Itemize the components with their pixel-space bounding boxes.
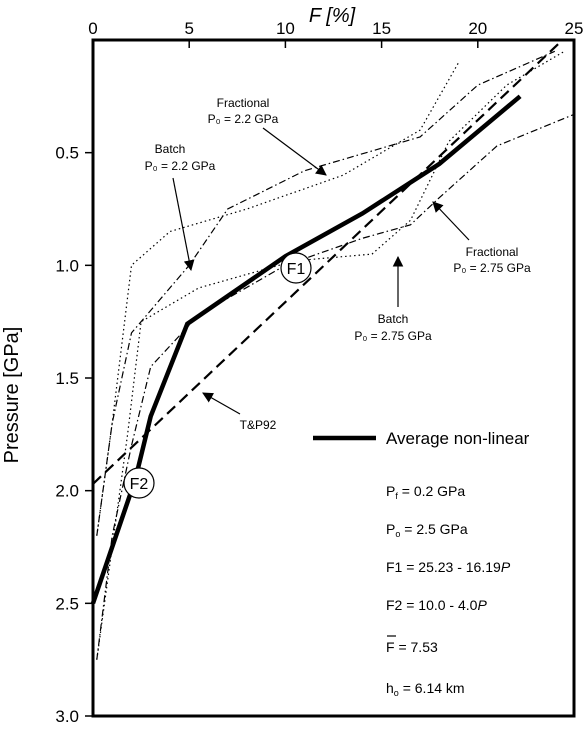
y-tick-label: 2.5 <box>55 594 79 613</box>
marker-f1-circle <box>280 252 312 284</box>
annotation-fractional-275: Fractional P₀ = 2.75 GPa <box>432 201 531 275</box>
stat-pf: Pf = 0.2 GPa <box>386 483 465 501</box>
series-line-average-non-linear <box>90 94 522 605</box>
annotation-batch-275-line1: Batch <box>378 312 409 326</box>
marker-f2-label: F2 <box>130 476 149 493</box>
annotation-fractional-22: Fractional P₀ = 2.2 GPa <box>208 96 327 176</box>
stat-fbar: F = 7.53 <box>386 635 438 655</box>
stat-po: Po = 2.5 GPa <box>386 521 468 539</box>
series-line-batch-p-2-2-gpa <box>96 50 556 536</box>
annotation-batch-275-line2: P₀ = 2.75 GPa <box>354 329 432 343</box>
y-tick-label: 1.5 <box>55 369 79 388</box>
x-tick-label: 5 <box>184 19 193 38</box>
arrow-batch-22 <box>172 177 195 272</box>
annotation-fractional-22-line1: Fractional <box>217 96 270 110</box>
stat-f1: F1 = 25.23 - 16.19P <box>386 559 511 575</box>
series-line-fractional-p-2-75-gpa <box>96 113 575 660</box>
series-line-fractional-p-2-2-gpa <box>96 62 460 536</box>
arrow-fractional-275 <box>432 201 470 241</box>
annotation-batch-22-line1: Batch <box>155 142 186 156</box>
annotation-tp92-label: T&P92 <box>240 418 277 432</box>
series-line-batch-p-2-75-gpa <box>96 50 565 660</box>
x-tick-label: 0 <box>88 19 97 38</box>
series-line-t-p92 <box>92 39 564 485</box>
y-tick-label: 1.0 <box>55 256 79 275</box>
legend: Average non-linear <box>313 429 530 448</box>
y-tick-label: 3.0 <box>55 707 79 726</box>
marker-f2: F2 <box>123 467 155 499</box>
stats-block: Pf = 0.2 GPa Po = 2.5 GPa F1 = 25.23 - 1… <box>386 483 511 698</box>
stat-fbar-text: F = 7.53 <box>386 639 438 655</box>
x-axis-ticks: 0 5 10 15 20 25 <box>88 19 583 48</box>
x-axis-title: F [%] <box>309 5 356 27</box>
annotation-fractional-275-line1: Fractional <box>466 245 519 259</box>
arrow-tp92 <box>202 392 241 415</box>
x-tick-label: 15 <box>372 19 391 38</box>
stat-f2: F2 = 10.0 - 4.0P <box>386 597 487 613</box>
y-tick-label: 2.0 <box>55 482 79 501</box>
y-axis-ticks: 0.5 1.0 1.5 2.0 2.5 3.0 <box>55 144 93 726</box>
annotation-tp92: T&P92 <box>202 392 277 432</box>
x-tick-label: 10 <box>276 19 295 38</box>
legend-label-average: Average non-linear <box>386 429 530 448</box>
arrow-fractional-22 <box>262 127 327 176</box>
annotation-batch-22-line2: P₀ = 2.2 GPa <box>145 159 216 173</box>
annotation-fractional-275-line2: P₀ = 2.75 GPa <box>453 261 531 275</box>
marker-f1-label: F1 <box>287 261 306 278</box>
y-axis-title: Pressure [GPa] <box>1 327 23 464</box>
stat-ho: ho = 6.14 km <box>386 680 465 698</box>
marker-f2-circle <box>123 467 155 499</box>
y-tick-label: 0.5 <box>55 144 79 163</box>
annotation-batch-22: Batch P₀ = 2.2 GPa <box>145 142 216 272</box>
annotation-batch-275: Batch P₀ = 2.75 GPa <box>354 255 432 343</box>
x-tick-label: 20 <box>468 19 487 38</box>
annotation-fractional-22-line2: P₀ = 2.2 GPa <box>208 112 279 126</box>
marker-f1: F1 <box>280 252 312 284</box>
x-tick-label: 25 <box>565 19 584 38</box>
